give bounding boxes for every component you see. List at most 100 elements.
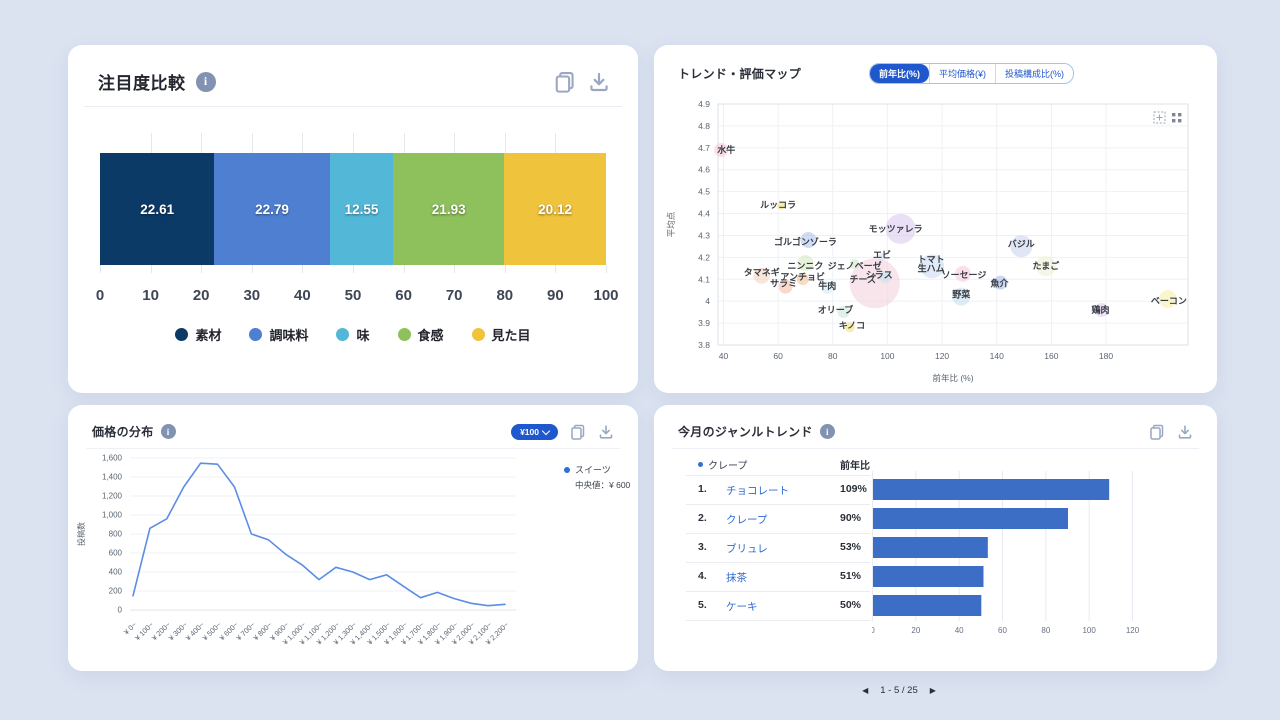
download-icon[interactable] <box>1177 424 1193 440</box>
download-icon[interactable] <box>598 424 614 440</box>
svg-text:120: 120 <box>1126 626 1140 635</box>
row-genre-link[interactable]: チョコレート <box>726 485 789 497</box>
metric-tab-group: 前年比(%) 平均価格(¥) 投稿構成比(%) <box>869 63 1075 84</box>
scatter-point-label: 鶏肉 <box>1092 304 1110 315</box>
panel-trend-map: トレンド・評価マップ 前年比(%) 平均価格(¥) 投稿構成比(%) 4.9 4.8 4… <box>654 45 1217 393</box>
grid-tick <box>251 133 253 153</box>
svg-text:180: 180 <box>1099 351 1113 361</box>
header-divider <box>84 106 622 107</box>
scatter-point-label: チーズ <box>850 273 877 284</box>
row-yoy-value: 50% <box>840 599 862 611</box>
row-genre-link[interactable]: 抹茶 <box>726 572 747 584</box>
scatter-point-label: 野菜 <box>952 289 971 300</box>
chevron-down-icon <box>541 426 551 435</box>
mini-legend-icon[interactable] <box>1172 113 1182 123</box>
svg-text:3.8: 3.8 <box>698 340 710 350</box>
svg-text:1,200: 1,200 <box>102 492 123 501</box>
fit-view-icon[interactable] <box>1153 111 1166 124</box>
metric-tab-0[interactable]: 前年比(%) <box>870 64 930 83</box>
svg-text:400: 400 <box>109 568 123 577</box>
scatter-bubble <box>1094 302 1109 317</box>
panel-genre-trend: 今月のジャンルトレンド i ◀ 1 - 5 / 25 ▶ クレープ 前年比 1. チョ… <box>654 405 1217 696</box>
scatter-bubble <box>837 305 850 318</box>
svg-text:1,000: 1,000 <box>102 511 123 520</box>
axis-tick <box>150 265 152 273</box>
info-icon[interactable]: i <box>160 424 176 439</box>
grid-tick <box>403 133 405 153</box>
row-genre-link[interactable]: クレープ <box>726 514 768 526</box>
scatter-point-label: たまご <box>1033 260 1061 271</box>
svg-text:40: 40 <box>955 626 964 635</box>
stacked-bar-chart: 22.61 22.79 12.55 21.93 20.12 <box>100 133 607 273</box>
svg-text:4.5: 4.5 <box>698 187 710 197</box>
scatter-bubble <box>714 143 729 158</box>
segment-value-label: 22.79 <box>255 201 289 217</box>
prev-page-button[interactable]: ◀ <box>862 686 869 695</box>
next-page-button[interactable]: ▶ <box>929 686 936 695</box>
legend-item: 味 <box>336 325 370 344</box>
svg-text:60: 60 <box>998 626 1007 635</box>
segment-value-label: 12.55 <box>344 201 379 217</box>
price-line <box>132 462 506 607</box>
bar-segment: 20.12 <box>504 153 606 265</box>
legend-item: 調味料 <box>249 325 308 344</box>
axis-tick <box>100 265 101 273</box>
panel-title: 今月のジャンルトレンド <box>678 425 813 439</box>
svg-text:3.9: 3.9 <box>698 318 710 328</box>
scatter-bubble <box>952 287 971 306</box>
ranked-bar-chart: ◀ 1 - 5 / 25 ▶ クレープ 前年比 1. チョコレート 109% 2. クレープ… <box>654 449 1217 696</box>
panel-header: トレンド・評価マップ 前年比(%) 平均価格(¥) 投稿構成比(%) <box>654 45 1217 92</box>
scatter-point-label: ゴルゴンゾーラ <box>774 236 837 247</box>
scatter-bubble <box>993 275 1008 290</box>
download-icon[interactable] <box>588 71 610 93</box>
scatter-point-label: 魚介 <box>990 278 1009 289</box>
scatter-bubble <box>1010 235 1033 258</box>
x-axis-labels: 0 10 20 30 40 50 60 70 80 90 100 <box>96 283 619 309</box>
header-divider <box>672 448 1199 449</box>
scatter-bubble <box>1035 256 1056 277</box>
row-genre-link[interactable]: ブリュレ <box>726 543 768 555</box>
svg-text:1,600: 1,600 <box>102 454 123 463</box>
scatter-point-label: 牛肉 <box>818 280 836 291</box>
svg-text:0: 0 <box>118 606 123 615</box>
legend-item: 素材 <box>175 325 221 344</box>
scatter-plot: 4.9 4.8 4.7 4.6 4.5 4.4 4.3 4.2 4.1 4 3.9 3.8 40 60 80… <box>660 94 1217 399</box>
price-unit-dropdown[interactable]: ¥100 <box>511 423 558 440</box>
copy-icon[interactable] <box>554 71 576 93</box>
copy-icon[interactable] <box>1149 424 1165 440</box>
x-tick-label: 90 <box>547 287 564 304</box>
x-tick-label: 30 <box>243 287 261 304</box>
chart-legend: スイーツ 中央値：¥ 600 <box>564 463 630 491</box>
info-icon[interactable]: i <box>195 71 216 92</box>
svg-text:20: 20 <box>911 626 920 635</box>
row-yoy-value: 53% <box>840 541 862 553</box>
scatter-bubble <box>885 213 916 244</box>
scatter-bubble <box>797 255 814 272</box>
segment-value-label: 22.61 <box>140 201 175 217</box>
metric-tab-2[interactable]: 投稿構成比(%) <box>1005 69 1065 79</box>
scatter-point-label: トマト <box>918 255 945 265</box>
copy-icon[interactable] <box>570 424 586 440</box>
scatter-point-label: 生ハム <box>918 262 945 273</box>
price-unit-value: ¥100 <box>520 426 539 437</box>
row-genre-link[interactable]: ケーキ <box>726 601 758 613</box>
metric-tab-1[interactable]: 平均価格(¥) <box>929 64 997 83</box>
x-tick-label: 50 <box>344 287 362 304</box>
grid-tick <box>504 133 506 153</box>
scatter-bubble <box>796 273 809 286</box>
bar-segment: 12.55 <box>329 153 394 265</box>
svg-text:4.1: 4.1 <box>698 274 710 284</box>
row-rank: 1. <box>698 483 707 495</box>
info-icon[interactable]: i <box>819 424 835 439</box>
legend-dot <box>336 328 350 341</box>
grid-tick <box>150 133 152 153</box>
row-divider <box>686 591 870 592</box>
scatter-svg: 4.9 4.8 4.7 4.6 4.5 4.4 4.3 4.2 4.1 4 3.9 3.8 40 60 80… <box>666 99 1189 383</box>
scatter-point-label: モッツァレラ <box>869 224 923 234</box>
row-rank: 2. <box>698 512 707 524</box>
scatter-bubble <box>954 265 971 282</box>
svg-text:4: 4 <box>705 296 710 306</box>
scatter-point-label: キノコ <box>839 320 865 330</box>
legend-label: 見た目 <box>491 328 531 343</box>
x-tick-label: 10 <box>142 287 159 304</box>
